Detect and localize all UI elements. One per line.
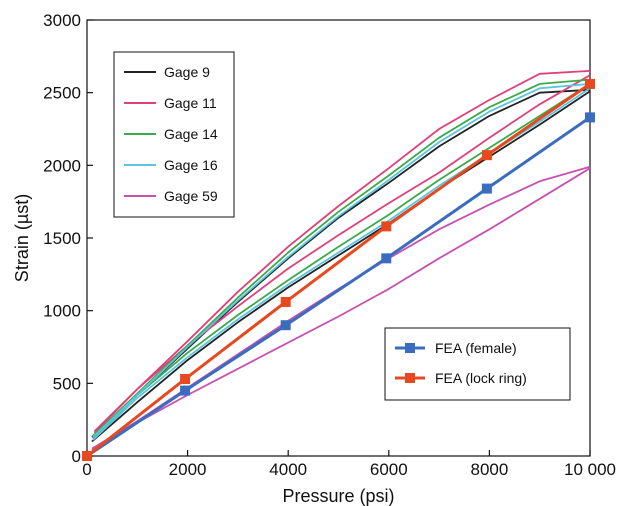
legend-fea: FEA (female) FEA (lock ring) bbox=[384, 327, 571, 401]
fea-marker bbox=[280, 296, 291, 307]
loading-curve bbox=[92, 83, 591, 440]
loading-curve bbox=[91, 90, 591, 443]
y-tick-label: 500 bbox=[53, 374, 81, 393]
loading-curve bbox=[93, 74, 591, 434]
legend-label: FEA (female) bbox=[435, 340, 517, 356]
legend-box bbox=[384, 327, 571, 401]
fea-marker bbox=[180, 373, 191, 384]
axes-layer: 0 2000 4000 6000 8000 10 000 0 500 1000 1500 2000 2… bbox=[12, 11, 616, 506]
legend-label: FEA (lock ring) bbox=[435, 370, 527, 386]
series-fea-lock-ring bbox=[82, 78, 595, 461]
fea-marker bbox=[280, 320, 291, 331]
series-gage-14 bbox=[92, 78, 591, 440]
x-tick-label: 4000 bbox=[269, 460, 307, 479]
y-tick-label: 1000 bbox=[43, 302, 81, 321]
fea-marker bbox=[585, 78, 595, 89]
x-tick-label: 0 bbox=[82, 460, 91, 479]
legend-label: Gage 9 bbox=[164, 64, 210, 80]
legend-gages: Gage 9 Gage 11 Gage 14 Gage 16 Gage 59 bbox=[113, 51, 235, 218]
unloading-curve bbox=[92, 78, 591, 437]
unloading-curve bbox=[93, 70, 591, 432]
fea-marker bbox=[585, 112, 595, 123]
fea-marker bbox=[180, 385, 191, 396]
fea-marker bbox=[381, 221, 392, 232]
legend-label: Gage 11 bbox=[164, 95, 217, 111]
legend-layer: Gage 9 Gage 11 Gage 14 Gage 16 Gage 59 FEA (f… bbox=[113, 51, 571, 401]
x-tick-label: 6000 bbox=[370, 460, 408, 479]
legend-marker bbox=[405, 343, 415, 353]
legend-label: Gage 16 bbox=[164, 157, 218, 173]
y-tick-label: 2500 bbox=[43, 84, 81, 103]
fea-marker bbox=[82, 451, 92, 461]
y-tick-label: 0 bbox=[72, 447, 81, 466]
x-tick-label: 2000 bbox=[169, 460, 207, 479]
x-axis-title: Pressure (psi) bbox=[282, 486, 394, 506]
y-tick-label: 1500 bbox=[43, 229, 81, 248]
fea-marker bbox=[481, 150, 492, 161]
loading-curve bbox=[91, 167, 591, 451]
fea-line bbox=[86, 82, 591, 458]
series-layer bbox=[82, 70, 595, 461]
legend-marker bbox=[405, 373, 415, 383]
y-tick-label: 2000 bbox=[43, 156, 81, 175]
fea-line bbox=[86, 116, 591, 458]
fea-marker bbox=[481, 183, 492, 194]
legend-label: Gage 59 bbox=[164, 188, 218, 204]
y-tick-label: 3000 bbox=[43, 11, 81, 30]
x-tick-label: 10 000 bbox=[564, 460, 616, 479]
unloading-curve bbox=[92, 83, 591, 438]
y-axis-title: Strain (µst) bbox=[12, 194, 32, 282]
legend-label: Gage 14 bbox=[164, 126, 218, 142]
series-gage-11 bbox=[93, 70, 591, 434]
fea-marker bbox=[381, 253, 392, 264]
x-tick-label: 8000 bbox=[470, 460, 508, 479]
